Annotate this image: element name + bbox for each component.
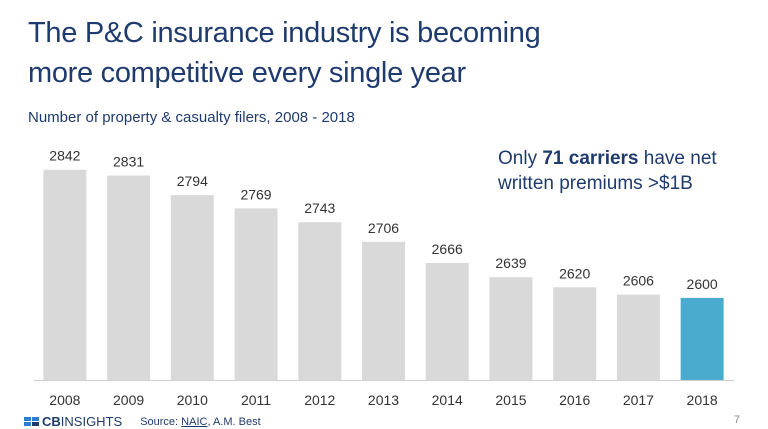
x-tick-label: 2014 [432, 392, 463, 408]
bar [425, 262, 469, 380]
x-tick-label: 2017 [623, 392, 654, 408]
annotation-text: written premiums >$1B [498, 173, 693, 194]
page-number: 7 [733, 414, 740, 426]
source-rest: , A.M. Best [207, 415, 261, 428]
value-label: 2706 [368, 220, 399, 236]
bar [680, 297, 724, 380]
x-tick-label: 2008 [49, 392, 80, 408]
value-label: 2842 [49, 148, 80, 164]
bar [107, 175, 151, 380]
bar [170, 195, 214, 380]
footer: CB INSIGHTS Source: NAIC, A.M. Best [24, 414, 261, 429]
value-label: 2743 [304, 200, 335, 216]
annotation: Only 71 carriers have net written premium… [498, 146, 717, 196]
source-label: Source: [140, 415, 179, 428]
annotation-text: Only [498, 148, 538, 169]
value-label: 2831 [113, 154, 144, 170]
x-tick-label: 2018 [687, 392, 718, 408]
brand-bold: CB [42, 414, 61, 429]
value-label: 2606 [623, 273, 654, 289]
x-tick-label: 2016 [559, 392, 590, 408]
x-tick-label: 2009 [113, 392, 144, 408]
x-tick-label: 2012 [304, 392, 335, 408]
x-tick-label: 2011 [241, 392, 271, 408]
value-label: 2639 [495, 255, 526, 271]
bar [298, 222, 342, 380]
subtitle: Number of property & casualty filers, 20… [28, 109, 355, 126]
bar [43, 169, 87, 380]
annotation-bold: 71 carriers [542, 148, 639, 169]
title-line: more competitive every single year [28, 57, 467, 89]
source-link[interactable]: NAIC [181, 415, 208, 428]
x-tick-label: 2015 [495, 392, 526, 408]
value-label: 2769 [240, 186, 271, 202]
value-label: 2666 [432, 241, 463, 257]
brand: INSIGHTS [60, 414, 123, 429]
title-line: The P&C insurance industry is becoming [28, 17, 540, 49]
bar [553, 287, 597, 380]
bar [616, 294, 660, 380]
bar [362, 241, 405, 380]
x-tick-label: 2010 [177, 392, 208, 408]
x-tick-label: 2013 [368, 392, 399, 408]
bar [234, 208, 278, 380]
value-label: 2794 [177, 173, 208, 189]
value-label: 2600 [687, 276, 718, 292]
logo-icon [24, 416, 39, 426]
value-label: 2620 [559, 265, 590, 281]
annotation-text: have net [643, 148, 717, 169]
bar [489, 277, 533, 380]
